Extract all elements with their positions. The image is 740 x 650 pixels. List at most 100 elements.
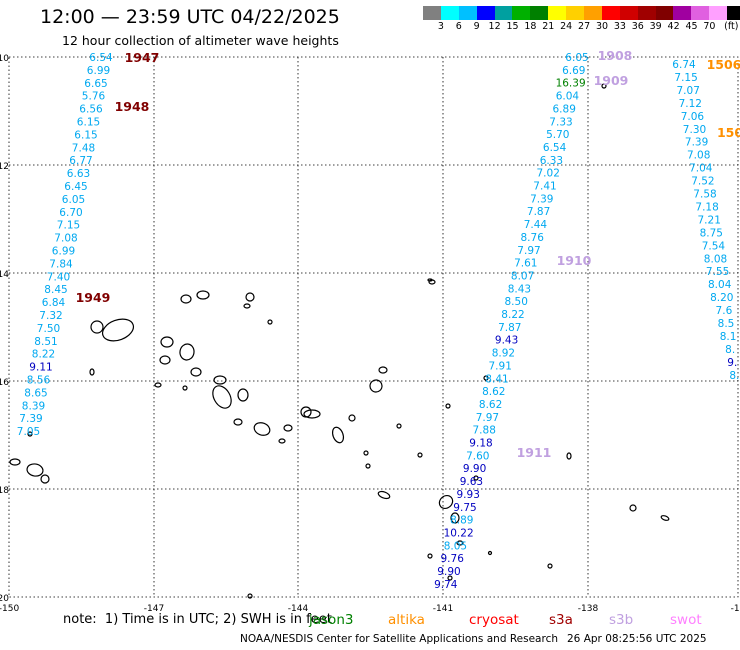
swh-west-value: 7.50 <box>37 323 60 335</box>
swh-mid-value: 7.87 <box>498 322 521 334</box>
swh-west-value: 8.39 <box>22 400 45 412</box>
island-outline <box>278 438 286 444</box>
swh-west-value: 8.65 <box>24 387 47 399</box>
island-outline <box>180 294 192 304</box>
swh-east-value: 7.52 <box>691 176 714 188</box>
swh-west-value: 6.77 <box>69 155 92 167</box>
swh-mid-value: 9.76 <box>441 553 465 565</box>
island-outline <box>237 388 249 402</box>
swh-mid-value: 7.02 <box>537 168 560 180</box>
swh-mid-value: 7.97 <box>476 412 499 424</box>
swh-mid-value: 9.90 <box>463 463 486 475</box>
swh-east-value: 7.54 <box>702 240 726 252</box>
swh-mid-value: 8.43 <box>508 283 531 295</box>
swh-west-value: 7.05 <box>17 426 40 438</box>
satellite-label-s3b: s3b <box>609 612 634 628</box>
pass-number-label: 1910 <box>557 253 592 268</box>
swh-west-value: 7.84 <box>49 258 73 270</box>
legend-ticks: 3 6 9 12 15 18 21 24 27 30 33 36 39 42 45 70 (ft) <box>423 20 740 34</box>
pass-number-label: 1948 <box>115 99 150 114</box>
legend-tick: 9 <box>473 21 480 32</box>
island-outline <box>245 292 255 302</box>
swh-west-value: 7.32 <box>39 310 62 322</box>
lat-label: -10 <box>0 54 9 64</box>
pass-number-label: 1506 <box>707 57 740 72</box>
legend-swatch <box>458 6 477 20</box>
swh-west-value: 6.15 <box>74 129 97 141</box>
swh-west-value: 6.05 <box>62 194 85 206</box>
pass-number-label: 1947 <box>125 50 160 65</box>
satellite-label-altika: altika <box>388 612 425 628</box>
swh-mid-value: 10.22 <box>444 527 474 539</box>
island-outline <box>159 355 171 365</box>
swh-east-value: 7.55 <box>706 266 729 278</box>
lon-label: -150 <box>0 604 19 614</box>
swh-east-value: 7.15 <box>674 72 697 84</box>
island-outline <box>27 431 33 437</box>
legend-tick: 3 <box>437 21 444 32</box>
swh-east-value: 7.06 <box>681 111 705 123</box>
swh-mid-value: 16.39 <box>556 78 586 90</box>
legend-unit: (ft) <box>724 21 739 32</box>
island-outline <box>438 494 454 510</box>
legend-tick: 6 <box>455 21 462 32</box>
island-outline <box>212 385 232 409</box>
legend-swatch <box>423 6 441 20</box>
swh-west-value: 8.22 <box>32 349 55 361</box>
map-frame <box>8 56 739 598</box>
swh-east-value: 6.74 <box>672 59 696 71</box>
lat-label: -14 <box>0 270 9 280</box>
legend-swatch <box>673 6 692 20</box>
legend-tick: 15 <box>506 21 519 32</box>
legend-color-bar <box>423 6 740 20</box>
satellite-label-s3a: s3a <box>549 612 573 628</box>
color-legend: 3 6 9 12 15 18 21 24 27 30 33 36 39 42 45 70 (ft) <box>423 6 740 34</box>
swh-mid-value: 8.62 <box>479 399 502 411</box>
swh-mid-value: 7.87 <box>527 206 550 218</box>
swh-west-value: 6.56 <box>79 104 103 116</box>
island-outline <box>154 382 162 388</box>
legend-swatch <box>709 6 728 20</box>
swh-west-value: 7.48 <box>72 142 95 154</box>
pass-labels: 1947 1948 1949 1908 1909 1910 1911 1506 150 <box>76 48 740 460</box>
legend-tick: 36 <box>631 21 644 32</box>
swh-east-value: 8.20 <box>710 292 733 304</box>
island-outline <box>213 375 227 385</box>
swh-east-value: 7.04 <box>689 163 713 175</box>
legend-swatch <box>440 6 459 20</box>
lon-label: -144 <box>288 604 309 614</box>
swh-west-value: 6.65 <box>84 78 107 90</box>
swh-mid-value: 7.60 <box>466 450 489 462</box>
swh-east-value: 9. <box>727 357 737 369</box>
swh-west-value: 6.45 <box>64 181 87 193</box>
satellite-label-cryosat: cryosat <box>469 612 519 628</box>
swh-mid-value: 6.54 <box>543 142 567 154</box>
island-outline <box>190 367 202 377</box>
island-outline <box>40 474 50 484</box>
legend-tick: 33 <box>613 21 626 32</box>
satellite-label-jason3: jason3 <box>309 612 354 628</box>
credit-text: NOAA/NESDIS Center for Satellite Applica… <box>240 633 558 645</box>
island-outline <box>487 550 493 556</box>
chart-title: 12:00 — 23:59 UTC 04/22/2025 <box>40 6 340 28</box>
legend-swatch <box>637 6 656 20</box>
lat-label: -18 <box>0 486 9 496</box>
legend-swatch <box>494 6 513 20</box>
swh-mid-value: 8.05 <box>444 540 467 552</box>
island-outline <box>473 475 479 481</box>
swh-mid-value: 8.62 <box>482 386 505 398</box>
legend-tick: 24 <box>560 21 573 32</box>
lon-label: -138 <box>578 604 599 614</box>
legend-swatch <box>548 6 567 20</box>
swh-mid-value: 7.44 <box>524 219 548 231</box>
lon-label: -147 <box>144 604 164 614</box>
swh-east-value: 7.58 <box>693 189 716 201</box>
swh-west-value: 6.54 <box>89 52 113 64</box>
swh-mid-value: 8.92 <box>492 348 515 360</box>
swh-east-value: 7.21 <box>698 214 721 226</box>
island-outline <box>348 414 356 422</box>
swh-mid-value: 8.07 <box>511 270 534 282</box>
swh-east-value: 8. <box>729 370 739 382</box>
island-outline <box>483 375 489 381</box>
